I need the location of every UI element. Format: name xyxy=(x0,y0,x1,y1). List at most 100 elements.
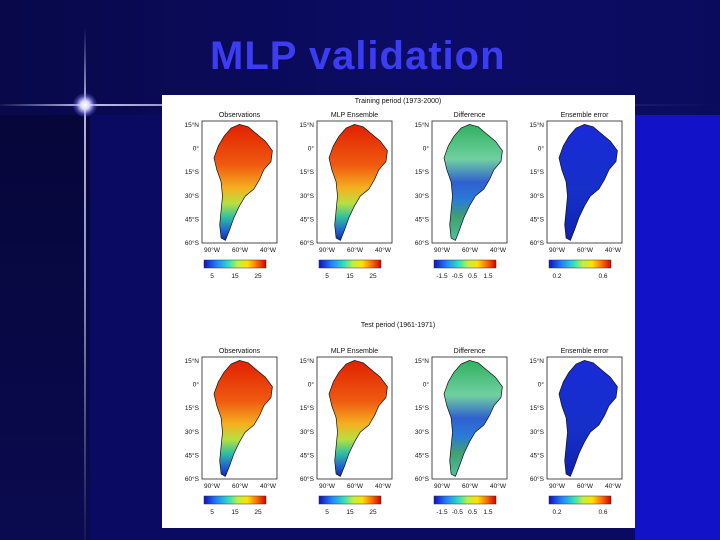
continent-shape xyxy=(328,360,388,477)
lat-label: 15°S xyxy=(185,168,200,176)
panel-name: Observations xyxy=(219,112,261,119)
panel-name: Ensemble error xyxy=(561,348,610,355)
map-panel: Ensemble error 15°N 0° 15°S 30°S 45°S 60°S 90°W… xyxy=(529,348,623,516)
lat-label: 30°S xyxy=(300,192,315,200)
lat-label: 0° xyxy=(193,381,200,389)
lat-label: 30°S xyxy=(300,428,315,436)
lat-label: 45°S xyxy=(185,451,200,459)
lat-label: 15°S xyxy=(185,404,200,412)
lat-label: 0° xyxy=(308,145,315,153)
map-figure-svg: Training period (1973-2000) Observations 1… xyxy=(184,98,623,516)
lat-label: 45°S xyxy=(530,215,545,223)
lat-label: 15°S xyxy=(530,404,545,412)
colorbar-tick-label: 1.5 xyxy=(483,509,492,516)
lat-label: 15°N xyxy=(529,121,544,129)
lon-label: 40°W xyxy=(260,482,277,490)
lat-label: 0° xyxy=(308,381,315,389)
lat-label: 15°N xyxy=(529,357,544,365)
lat-label: 0° xyxy=(538,145,545,153)
slide-right-band xyxy=(635,115,720,540)
lon-label: 40°W xyxy=(375,482,392,490)
lat-label: 45°S xyxy=(300,215,315,223)
colorbar-tick-label: 15 xyxy=(231,509,239,516)
continent-shape xyxy=(558,360,618,477)
lat-label: 60°S xyxy=(530,239,545,247)
colorbar-tick-label: 1.5 xyxy=(483,273,492,280)
lon-label: 60°W xyxy=(347,246,364,254)
panel-name: Difference xyxy=(454,348,486,355)
lon-label: 90°W xyxy=(434,482,451,490)
figure-row: Test period (1961-1971) Observations 15°N 0… xyxy=(184,322,623,516)
lon-label: 90°W xyxy=(549,482,566,490)
star-flare-icon xyxy=(73,93,97,117)
colorbar-tick-label: -0.5 xyxy=(452,509,464,516)
lat-label: 30°S xyxy=(530,428,545,436)
star-flare-vertical xyxy=(84,28,86,540)
lat-label: 30°S xyxy=(530,192,545,200)
lon-label: 60°W xyxy=(577,246,594,254)
continent-shape xyxy=(328,124,388,241)
colorbar xyxy=(433,259,497,269)
lat-label: 60°S xyxy=(185,475,200,483)
colorbar-tick-label: -1.5 xyxy=(436,509,448,516)
lat-label: 15°S xyxy=(300,404,315,412)
map-panel: Ensemble error 15°N 0° 15°S 30°S 45°S 60°S 90°W… xyxy=(529,112,623,280)
lon-label: 90°W xyxy=(204,482,221,490)
panel-name: Ensemble error xyxy=(561,112,610,119)
lat-label: 45°S xyxy=(185,215,200,223)
colorbar xyxy=(318,259,382,269)
colorbar xyxy=(433,495,497,505)
lat-label: 15°N xyxy=(184,357,199,365)
lat-label: 60°S xyxy=(530,475,545,483)
colorbar-tick-label: 0.2 xyxy=(552,509,561,516)
period-label: Training period (1973-2000) xyxy=(355,98,442,105)
colorbar-tick-label: 0.6 xyxy=(598,273,607,280)
colorbar-tick-label: 5 xyxy=(325,509,329,516)
lat-label: 30°S xyxy=(415,192,430,200)
lon-label: 40°W xyxy=(260,246,277,254)
lat-label: 60°S xyxy=(415,475,430,483)
lon-label: 40°W xyxy=(605,482,622,490)
panel-name: Observations xyxy=(219,348,261,355)
colorbar-tick-label: -0.5 xyxy=(452,273,464,280)
lat-label: 15°N xyxy=(299,357,314,365)
lon-label: 60°W xyxy=(232,482,249,490)
colorbar xyxy=(203,259,267,269)
colorbar-tick-label: 25 xyxy=(254,509,262,516)
lat-label: 15°N xyxy=(414,121,429,129)
lon-label: 90°W xyxy=(434,246,451,254)
colorbar-tick-label: 0.6 xyxy=(598,509,607,516)
period-label: Test period (1961-1971) xyxy=(361,322,435,329)
continent-shape xyxy=(443,360,503,477)
slide-title: MLP validation xyxy=(210,34,506,78)
lon-label: 90°W xyxy=(319,482,336,490)
lat-label: 15°N xyxy=(299,121,314,129)
colorbar xyxy=(203,495,267,505)
colorbar-tick-label: 5 xyxy=(210,273,214,280)
lat-label: 15°N xyxy=(414,357,429,365)
lon-label: 60°W xyxy=(462,246,479,254)
colorbar-tick-label: 15 xyxy=(231,273,239,280)
lon-label: 60°W xyxy=(577,482,594,490)
map-panel: Difference 15°N 0° 15°S 30°S 45°S 60°S 90°W 60°W… xyxy=(414,112,508,280)
figure-row: Training period (1973-2000) Observations 1… xyxy=(184,98,623,280)
lon-label: 40°W xyxy=(605,246,622,254)
colorbar-tick-label: 0.5 xyxy=(468,509,477,516)
map-panel: Difference 15°N 0° 15°S 30°S 45°S 60°S 90°W 60°W… xyxy=(414,348,508,516)
lat-label: 0° xyxy=(423,381,430,389)
panel-name: MLP Ensemble xyxy=(331,348,378,355)
map-figure: Training period (1973-2000) Observations 1… xyxy=(162,95,635,528)
lon-label: 90°W xyxy=(204,246,221,254)
lat-label: 15°S xyxy=(530,168,545,176)
lat-label: 15°S xyxy=(300,168,315,176)
lat-label: 60°S xyxy=(300,475,315,483)
lat-label: 15°S xyxy=(415,168,430,176)
lon-label: 40°W xyxy=(375,246,392,254)
lat-label: 30°S xyxy=(185,192,200,200)
colorbar-tick-label: 5 xyxy=(210,509,214,516)
slide-left-band xyxy=(0,115,90,540)
lon-label: 90°W xyxy=(549,246,566,254)
colorbar xyxy=(548,495,612,505)
lat-label: 45°S xyxy=(300,451,315,459)
map-panel: Observations 15°N 0° 15°S 30°S 45°S 60°S 90°W 60… xyxy=(184,112,278,280)
